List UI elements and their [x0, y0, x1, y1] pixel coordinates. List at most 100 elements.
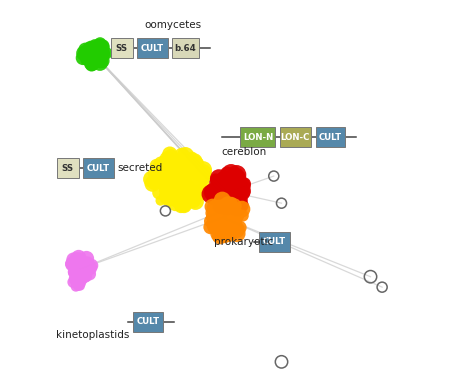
- Point: [177, 183, 185, 189]
- Point: [158, 164, 165, 171]
- Point: [155, 190, 163, 196]
- Point: [177, 204, 184, 210]
- Point: [208, 221, 215, 227]
- FancyBboxPatch shape: [111, 38, 133, 58]
- Point: [189, 187, 197, 194]
- FancyBboxPatch shape: [172, 38, 199, 58]
- Point: [210, 207, 218, 213]
- Point: [214, 211, 221, 217]
- Point: [74, 282, 82, 288]
- Point: [86, 43, 94, 49]
- Point: [190, 165, 197, 171]
- Point: [182, 181, 189, 187]
- Point: [232, 195, 239, 201]
- Point: [181, 194, 189, 200]
- Point: [197, 172, 204, 178]
- Point: [178, 183, 185, 189]
- Point: [89, 61, 97, 67]
- Point: [222, 209, 229, 216]
- Point: [214, 210, 222, 216]
- Point: [223, 230, 231, 236]
- Point: [235, 199, 243, 205]
- Point: [191, 199, 199, 205]
- Point: [150, 179, 157, 185]
- Point: [75, 254, 82, 260]
- Point: [239, 212, 246, 219]
- Text: LON-N: LON-N: [243, 133, 273, 142]
- Point: [84, 50, 91, 57]
- Point: [201, 182, 209, 188]
- Point: [209, 217, 217, 223]
- Point: [87, 49, 94, 55]
- Point: [214, 220, 222, 226]
- Point: [231, 181, 239, 187]
- Point: [169, 180, 176, 186]
- Point: [165, 174, 173, 180]
- Point: [74, 264, 82, 270]
- Point: [215, 183, 222, 190]
- Point: [97, 48, 104, 55]
- Point: [74, 271, 82, 277]
- Point: [89, 45, 96, 51]
- Point: [177, 198, 184, 204]
- Point: [241, 181, 248, 187]
- Point: [182, 182, 189, 188]
- Point: [227, 198, 234, 204]
- Point: [82, 46, 89, 53]
- Point: [219, 192, 227, 198]
- Point: [222, 204, 230, 210]
- Point: [149, 181, 156, 187]
- Point: [83, 51, 91, 57]
- Point: [165, 195, 173, 201]
- Point: [175, 159, 182, 166]
- Point: [224, 202, 232, 208]
- FancyBboxPatch shape: [240, 127, 275, 147]
- Point: [168, 189, 176, 195]
- Point: [80, 271, 88, 277]
- Point: [217, 214, 224, 220]
- Point: [153, 172, 161, 178]
- Point: [164, 194, 171, 200]
- Point: [78, 263, 85, 269]
- Point: [80, 260, 88, 267]
- Point: [178, 198, 186, 204]
- Point: [155, 174, 163, 180]
- Point: [214, 192, 222, 198]
- Point: [74, 274, 82, 281]
- Point: [83, 261, 91, 267]
- Point: [72, 283, 80, 289]
- Point: [195, 167, 203, 173]
- Point: [176, 192, 183, 198]
- Point: [190, 199, 197, 205]
- Point: [71, 278, 78, 284]
- Point: [208, 189, 216, 195]
- Point: [72, 265, 80, 271]
- Point: [200, 170, 207, 176]
- Point: [173, 162, 180, 168]
- Point: [226, 203, 234, 209]
- Point: [230, 192, 238, 198]
- Point: [219, 206, 227, 212]
- Point: [164, 156, 171, 163]
- Point: [86, 271, 93, 277]
- Point: [77, 275, 84, 281]
- Point: [79, 270, 87, 276]
- Point: [223, 212, 230, 218]
- Point: [233, 184, 240, 190]
- Point: [181, 174, 189, 180]
- Point: [221, 186, 229, 192]
- Point: [172, 200, 179, 207]
- Point: [226, 231, 233, 237]
- Point: [183, 156, 191, 162]
- Point: [237, 202, 245, 208]
- Point: [99, 54, 106, 60]
- Point: [230, 187, 237, 193]
- Point: [224, 180, 231, 187]
- Point: [237, 185, 245, 191]
- Point: [224, 212, 232, 218]
- Point: [159, 182, 166, 188]
- Point: [73, 268, 81, 274]
- Point: [80, 264, 88, 271]
- Point: [224, 182, 231, 188]
- Point: [96, 41, 104, 47]
